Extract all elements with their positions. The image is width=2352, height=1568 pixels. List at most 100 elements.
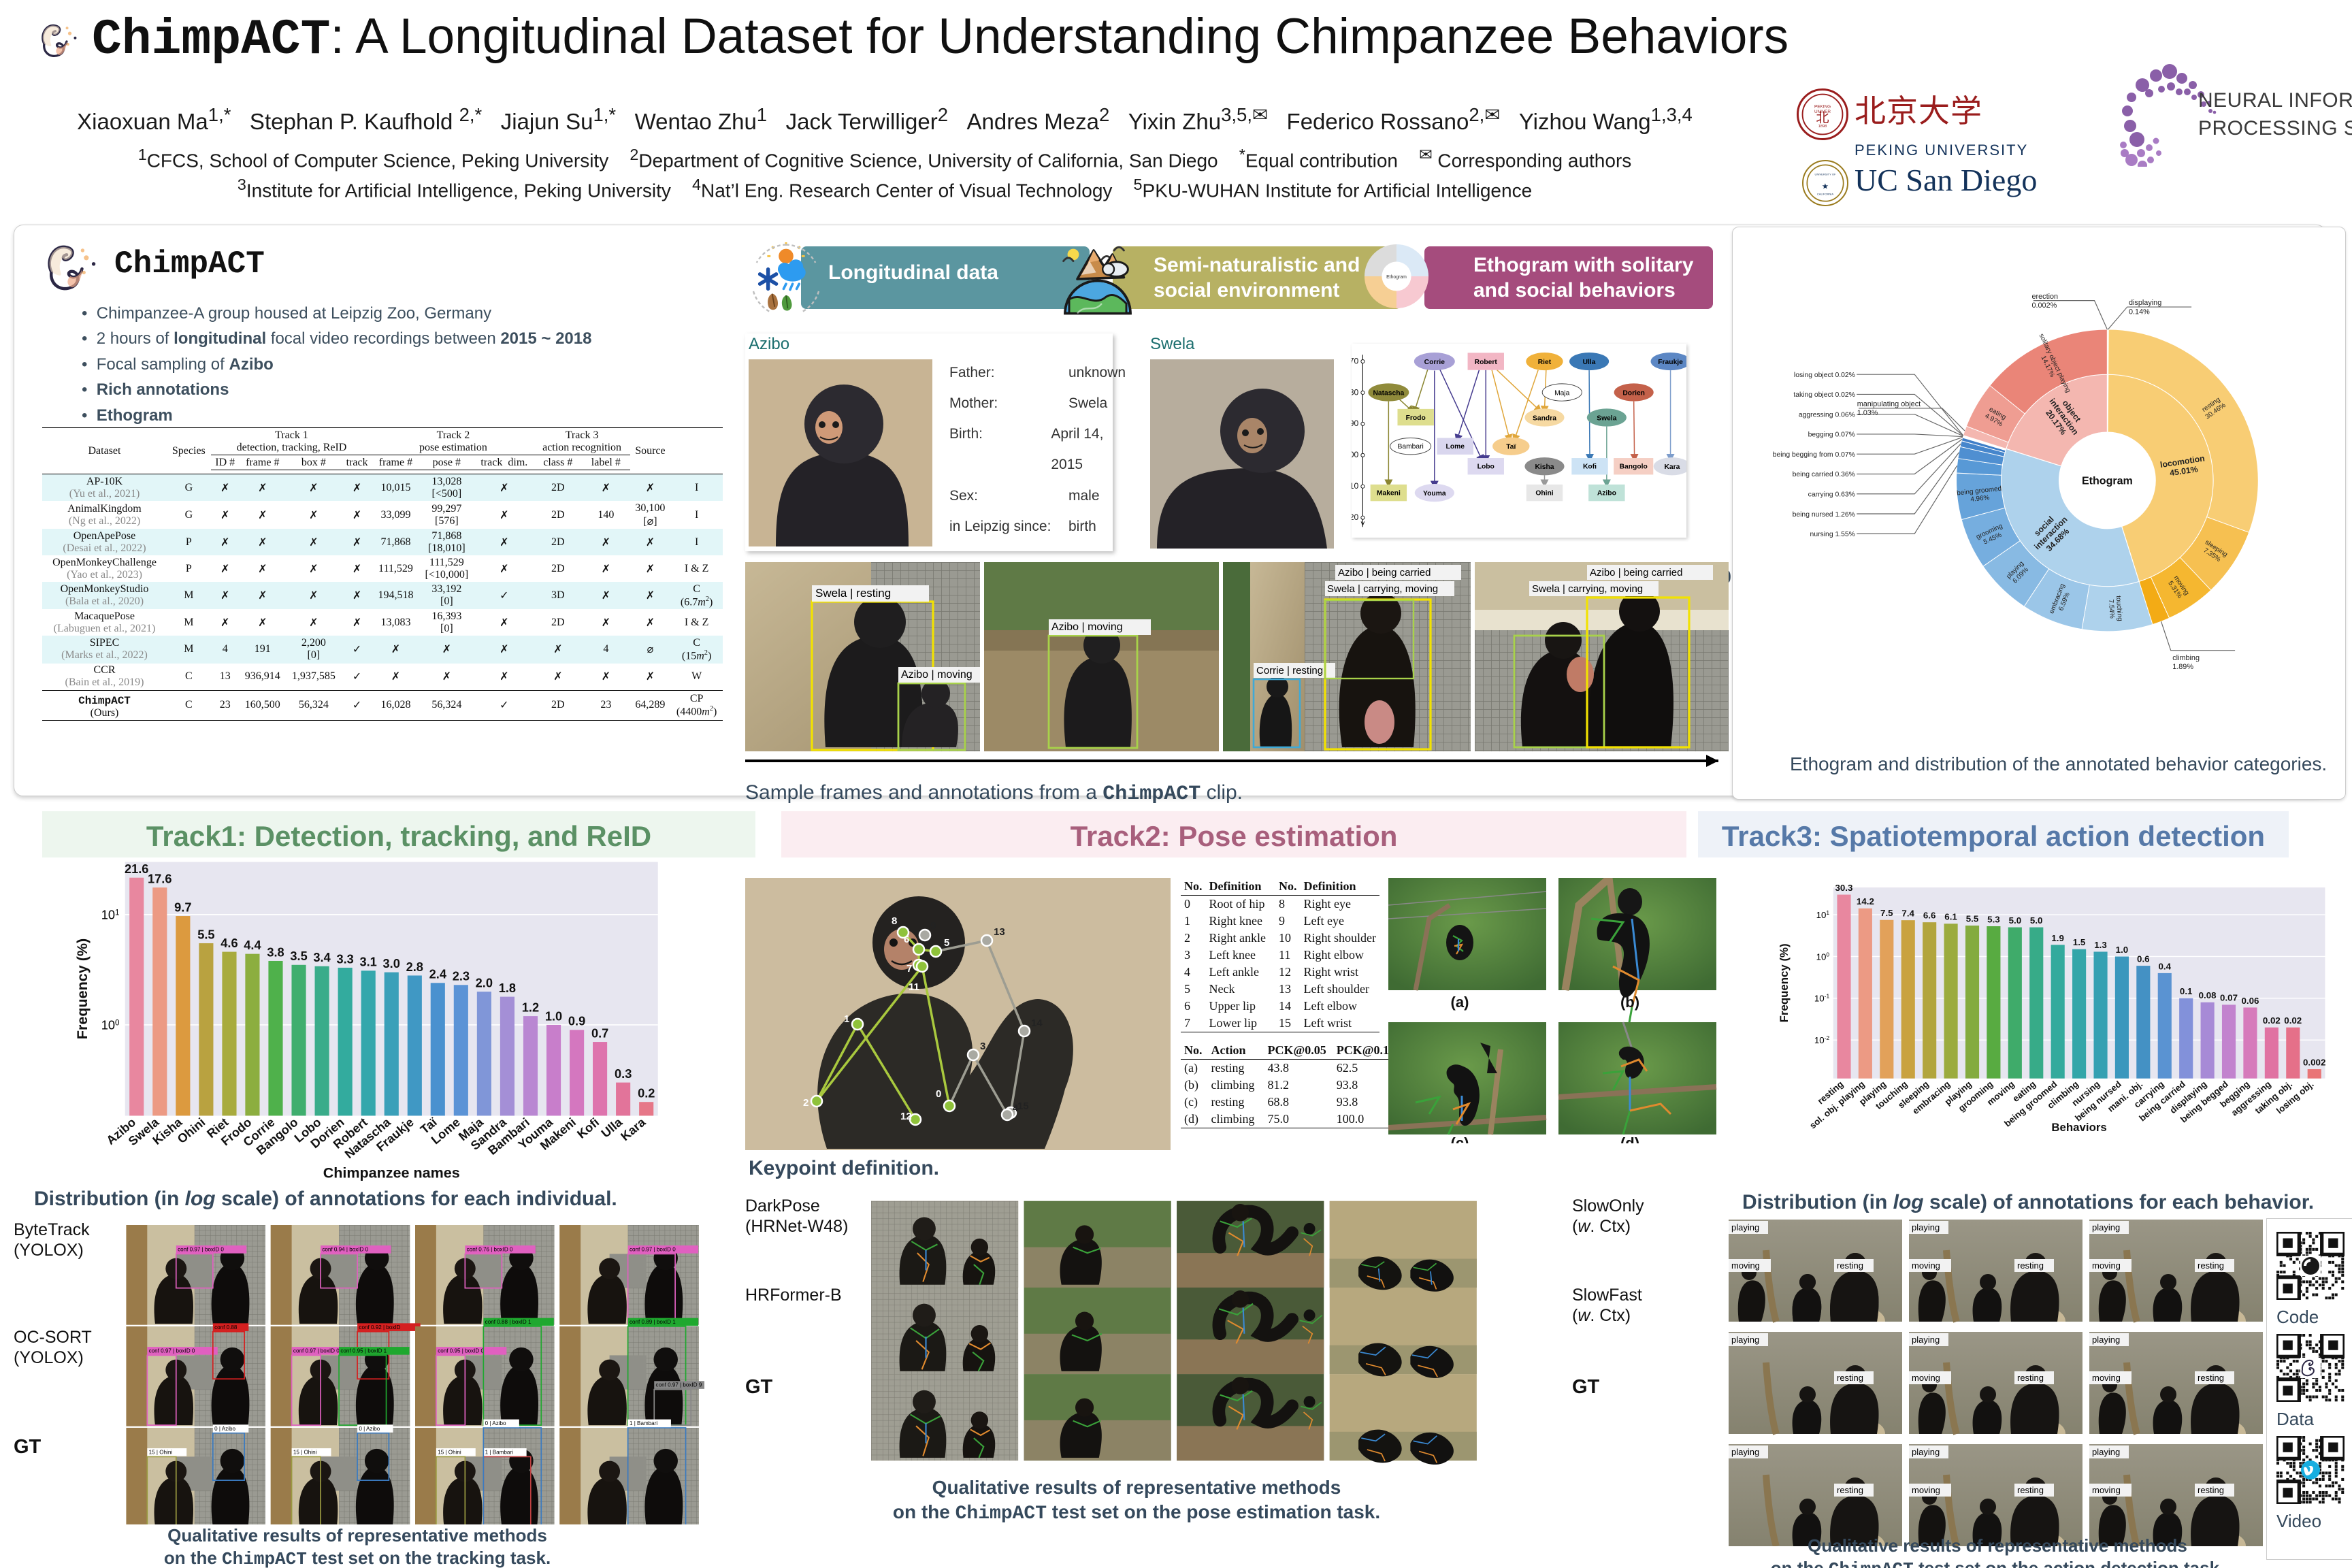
- svg-text:losing object 0.02%: losing object 0.02%: [1794, 372, 1855, 379]
- svg-text:Azibo: Azibo: [1597, 489, 1616, 497]
- svg-text:13: 13: [994, 926, 1005, 938]
- svg-text:Swela | resting: Swela | resting: [815, 587, 891, 600]
- svg-text:3.1: 3.1: [359, 956, 376, 969]
- svg-text:6.6: 6.6: [1923, 911, 1936, 921]
- svg-text:CALIFORNIA: CALIFORNIA: [1817, 192, 1834, 195]
- svg-text:Kisha: Kisha: [1535, 463, 1554, 471]
- svg-text:6: 6: [904, 934, 909, 945]
- svg-text:moving: moving: [1731, 1260, 1760, 1271]
- svg-text:1898: 1898: [1818, 125, 1827, 129]
- svg-text:conf 0.95 | boxID 1: conf 0.95 | boxID 1: [340, 1348, 387, 1354]
- svg-text:10-2: 10-2: [1814, 1034, 1830, 1045]
- svg-text:14: 14: [1031, 1017, 1043, 1029]
- svg-text:Bambari: Bambari: [1398, 443, 1424, 451]
- svg-text:1990: 1990: [1352, 419, 1359, 428]
- svg-text:Sandra: Sandra: [1533, 414, 1556, 422]
- svg-text:7.54%: 7.54%: [2107, 599, 2116, 619]
- svg-text:3.4: 3.4: [313, 951, 331, 964]
- svg-text:8: 8: [892, 915, 897, 927]
- svg-text:Ulla: Ulla: [1583, 359, 1596, 366]
- svg-text:0.6: 0.6: [2137, 953, 2150, 964]
- svg-text:1.0: 1.0: [2116, 945, 2129, 955]
- svg-text:2000: 2000: [1352, 450, 1359, 459]
- svg-text:(a): (a): [1451, 994, 1469, 1011]
- svg-text:begging 0.07%: begging 0.07%: [1808, 431, 1855, 439]
- svg-text:11: 11: [909, 981, 919, 993]
- svg-text:0.02: 0.02: [2263, 1015, 2281, 1026]
- svg-text:UNIVERSITY OF: UNIVERSITY OF: [1815, 172, 1836, 176]
- svg-text:Ethogram: Ethogram: [2082, 475, 2133, 487]
- svg-text:0: 0: [936, 1088, 941, 1100]
- svg-text:3.3: 3.3: [336, 952, 353, 966]
- svg-text:1: 1: [844, 1013, 849, 1025]
- svg-text:carrying 0.63%: carrying 0.63%: [1808, 491, 1855, 499]
- svg-text:3.8: 3.8: [267, 945, 284, 959]
- svg-text:0.2: 0.2: [638, 1087, 655, 1100]
- svg-text:Azibo | moving: Azibo | moving: [1051, 621, 1123, 633]
- svg-text:Natascha: Natascha: [1373, 389, 1404, 397]
- svg-text:2010: 2010: [1352, 481, 1359, 491]
- svg-text:2: 2: [803, 1097, 808, 1109]
- svg-text:(d): (d): [1620, 1134, 1639, 1143]
- svg-text:being begging from 0.07%: being begging from 0.07%: [1773, 451, 1855, 459]
- svg-text:7.5: 7.5: [1880, 908, 1893, 918]
- svg-text:Azibo | being carried: Azibo | being carried: [1338, 567, 1431, 578]
- svg-text:10-1: 10-1: [1814, 993, 1830, 1004]
- svg-text:(c): (c): [1451, 1134, 1469, 1143]
- svg-text:3.5: 3.5: [290, 949, 307, 963]
- svg-text:0.06: 0.06: [2241, 996, 2259, 1006]
- svg-text:(b): (b): [1620, 994, 1639, 1011]
- svg-text:2.8: 2.8: [406, 960, 423, 974]
- svg-text:7: 7: [906, 963, 912, 975]
- svg-text:conf 0.92 | boxID: conf 0.92 | boxID: [359, 1324, 400, 1330]
- svg-text:5.5: 5.5: [197, 928, 214, 941]
- svg-text:being nursed 1.26%: being nursed 1.26%: [1793, 511, 1855, 519]
- svg-text:2.4: 2.4: [429, 968, 447, 981]
- svg-text:conf 0.88: conf 0.88: [214, 1324, 238, 1330]
- svg-text:Kofi: Kofi: [574, 1115, 602, 1141]
- svg-text:15 | Ohini: 15 | Ohini: [438, 1450, 461, 1456]
- svg-text:21.6: 21.6: [125, 862, 148, 876]
- svg-text:0 | Azibo: 0 | Azibo: [359, 1426, 380, 1432]
- svg-text:0.07: 0.07: [2220, 993, 2238, 1003]
- svg-text:Frequency (%): Frequency (%): [1778, 943, 1791, 1022]
- svg-text:0.08: 0.08: [2199, 990, 2217, 1000]
- svg-text:Riet: Riet: [1538, 359, 1552, 366]
- svg-text:PEKING: PEKING: [1814, 104, 1831, 109]
- svg-text:1970: 1970: [1352, 356, 1359, 365]
- svg-text:1.2: 1.2: [522, 1000, 539, 1014]
- svg-text:0.002%: 0.002%: [2031, 301, 2057, 310]
- svg-text:Corrie: Corrie: [1424, 359, 1446, 366]
- svg-text:1.5: 1.5: [2073, 937, 2086, 947]
- svg-text:Behaviors: Behaviors: [2051, 1121, 2106, 1134]
- svg-text:Taï: Taï: [1506, 443, 1516, 451]
- svg-text:2.3: 2.3: [453, 970, 470, 983]
- svg-text:14.2: 14.2: [1857, 896, 1874, 906]
- svg-text:Swela: Swela: [1597, 414, 1616, 422]
- svg-text:0 | Azibo: 0 | Azibo: [214, 1426, 235, 1432]
- svg-text:Corrie | resting: Corrie | resting: [1256, 665, 1323, 676]
- svg-text:1 | Bambari: 1 | Bambari: [630, 1420, 657, 1426]
- svg-text:17.6: 17.6: [148, 872, 172, 885]
- svg-text:6.1: 6.1: [1944, 912, 1957, 922]
- svg-text:being carried 0.36%: being carried 0.36%: [1793, 471, 1855, 478]
- svg-text:0 | Azibo: 0 | Azibo: [485, 1420, 506, 1426]
- svg-text:0.02: 0.02: [2284, 1015, 2302, 1026]
- svg-text:Ohini: Ohini: [1535, 489, 1553, 497]
- svg-text:Azibo | being carried: Azibo | being carried: [1590, 567, 1682, 578]
- svg-text:1.9: 1.9: [2051, 933, 2064, 943]
- svg-text:Kara: Kara: [618, 1115, 649, 1143]
- svg-text:Robert: Robert: [1475, 359, 1498, 366]
- svg-text:1.0: 1.0: [545, 1009, 562, 1023]
- svg-text:100: 100: [101, 1018, 120, 1032]
- svg-text:Maja: Maja: [1554, 389, 1570, 397]
- svg-text:Frodo: Frodo: [1406, 414, 1426, 422]
- svg-text:Swela | carrying, moving: Swela | carrying, moving: [1327, 583, 1438, 595]
- svg-text:1.3: 1.3: [2094, 940, 2107, 950]
- svg-text:Makeni: Makeni: [1377, 489, 1401, 497]
- svg-text:2.0: 2.0: [476, 977, 493, 990]
- svg-text:Frequency (%): Frequency (%): [74, 938, 91, 1039]
- svg-text:12: 12: [900, 1111, 912, 1122]
- svg-text:4.6: 4.6: [220, 936, 238, 950]
- svg-text:conf 0.94 | boxID 0: conf 0.94 | boxID 0: [322, 1247, 368, 1253]
